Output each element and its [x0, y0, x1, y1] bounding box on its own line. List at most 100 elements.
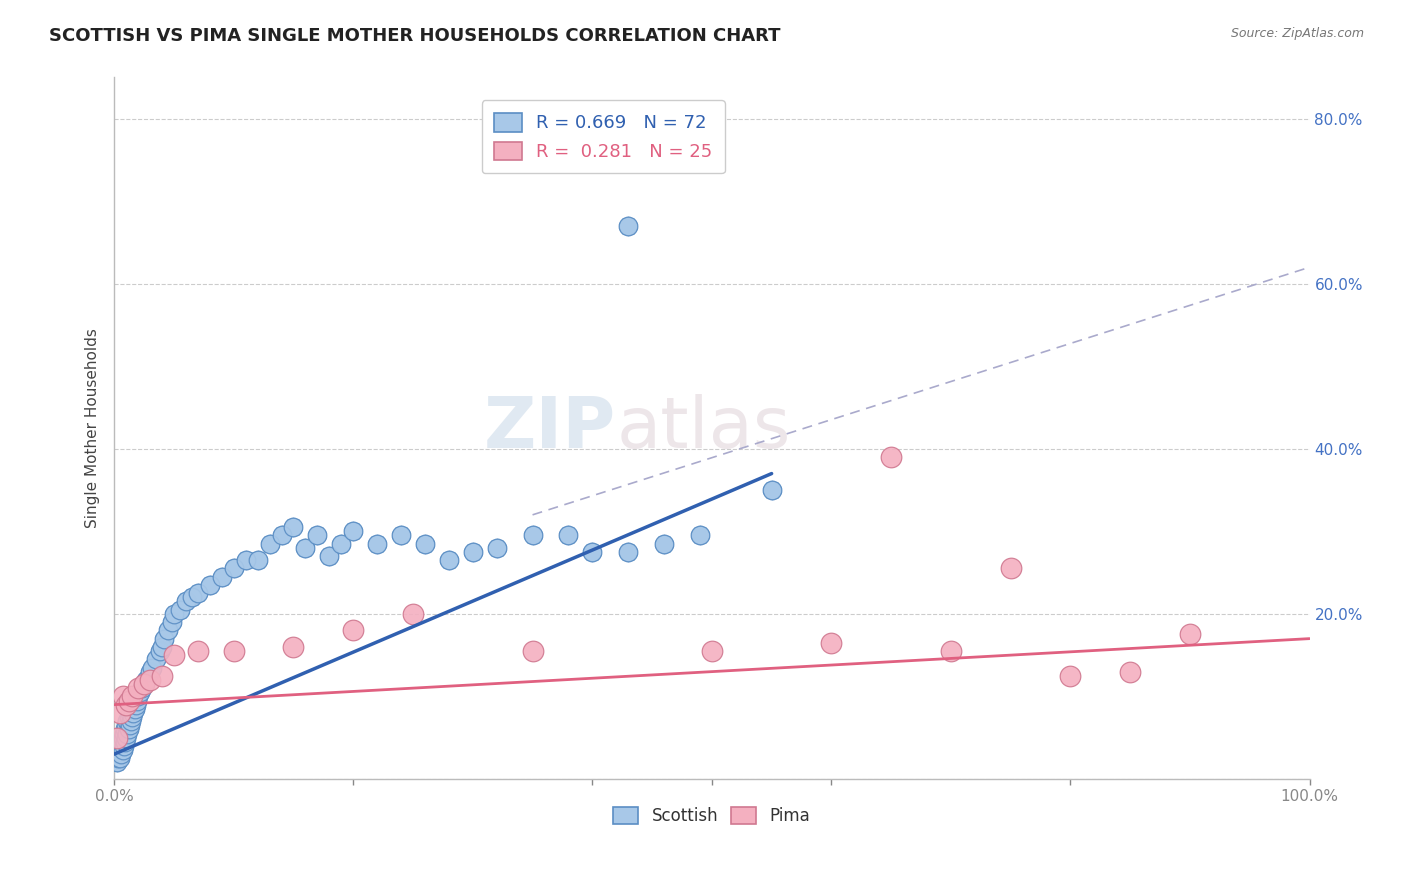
- Point: [180, 591, 202, 605]
- Point: [132, 677, 155, 691]
- Point: [118, 706, 141, 720]
- Point: [283, 520, 305, 534]
- Point: [121, 710, 143, 724]
- Point: [111, 743, 134, 757]
- Point: [413, 537, 436, 551]
- Point: [115, 718, 138, 732]
- Point: [121, 702, 143, 716]
- Point: [198, 578, 221, 592]
- Point: [689, 528, 711, 542]
- Point: [112, 726, 135, 740]
- Point: [156, 624, 179, 638]
- Point: [127, 681, 149, 695]
- Point: [139, 673, 162, 687]
- Point: [121, 710, 143, 724]
- Point: [557, 528, 579, 542]
- Point: [153, 632, 176, 646]
- Point: [318, 549, 340, 563]
- Point: [366, 537, 388, 551]
- Text: Source: ZipAtlas.com: Source: ZipAtlas.com: [1230, 27, 1364, 40]
- Point: [108, 747, 131, 761]
- Point: [115, 731, 138, 745]
- Point: [150, 669, 173, 683]
- Point: [107, 751, 129, 765]
- Point: [307, 528, 329, 542]
- Point: [120, 714, 142, 728]
- Point: [127, 690, 149, 704]
- Point: [139, 665, 162, 679]
- Legend: Scottish, Pima: Scottish, Pima: [605, 799, 818, 834]
- Point: [485, 541, 508, 555]
- Point: [118, 706, 141, 720]
- Point: [187, 586, 209, 600]
- Point: [108, 739, 131, 753]
- Point: [117, 714, 139, 728]
- Point: [149, 644, 172, 658]
- Point: [145, 652, 167, 666]
- Point: [557, 528, 579, 542]
- Point: [121, 690, 143, 704]
- Point: [461, 545, 484, 559]
- Point: [222, 561, 245, 575]
- Point: [211, 570, 233, 584]
- Point: [115, 698, 138, 712]
- Point: [259, 537, 281, 551]
- Point: [112, 739, 135, 753]
- Point: [163, 648, 186, 662]
- Y-axis label: Single Mother Households: Single Mother Households: [86, 328, 100, 528]
- Point: [110, 735, 132, 749]
- Point: [163, 607, 186, 621]
- Point: [180, 591, 202, 605]
- Point: [174, 594, 197, 608]
- Point: [110, 747, 132, 761]
- Point: [117, 693, 139, 707]
- Point: [318, 549, 340, 563]
- Point: [235, 553, 257, 567]
- Point: [132, 677, 155, 691]
- Point: [246, 553, 269, 567]
- Point: [110, 735, 132, 749]
- Point: [139, 665, 162, 679]
- Point: [112, 739, 135, 753]
- Point: [1178, 627, 1201, 641]
- Point: [342, 524, 364, 539]
- Text: atlas: atlas: [616, 393, 790, 463]
- Point: [125, 698, 148, 712]
- Point: [125, 693, 148, 707]
- Point: [437, 553, 460, 567]
- Point: [125, 698, 148, 712]
- Point: [366, 537, 388, 551]
- Point: [581, 545, 603, 559]
- Text: SCOTTISH VS PIMA SINGLE MOTHER HOUSEHOLDS CORRELATION CHART: SCOTTISH VS PIMA SINGLE MOTHER HOUSEHOLD…: [49, 27, 780, 45]
- Point: [122, 706, 145, 720]
- Point: [939, 644, 962, 658]
- Point: [124, 702, 146, 716]
- Point: [150, 640, 173, 654]
- Point: [105, 731, 128, 745]
- Point: [129, 685, 152, 699]
- Point: [389, 528, 412, 542]
- Point: [198, 578, 221, 592]
- Point: [120, 714, 142, 728]
- Point: [145, 652, 167, 666]
- Point: [820, 636, 842, 650]
- Point: [150, 640, 173, 654]
- Point: [437, 553, 460, 567]
- Point: [117, 726, 139, 740]
- Point: [149, 644, 172, 658]
- Point: [169, 603, 191, 617]
- Point: [124, 702, 146, 716]
- Point: [163, 607, 186, 621]
- Point: [880, 450, 903, 464]
- Point: [117, 723, 139, 737]
- Point: [131, 681, 153, 695]
- Point: [211, 570, 233, 584]
- Point: [169, 603, 191, 617]
- Point: [105, 756, 128, 770]
- Point: [121, 702, 143, 716]
- Point: [117, 710, 139, 724]
- Point: [522, 528, 544, 542]
- Point: [652, 537, 675, 551]
- Point: [617, 219, 640, 233]
- Point: [1119, 665, 1142, 679]
